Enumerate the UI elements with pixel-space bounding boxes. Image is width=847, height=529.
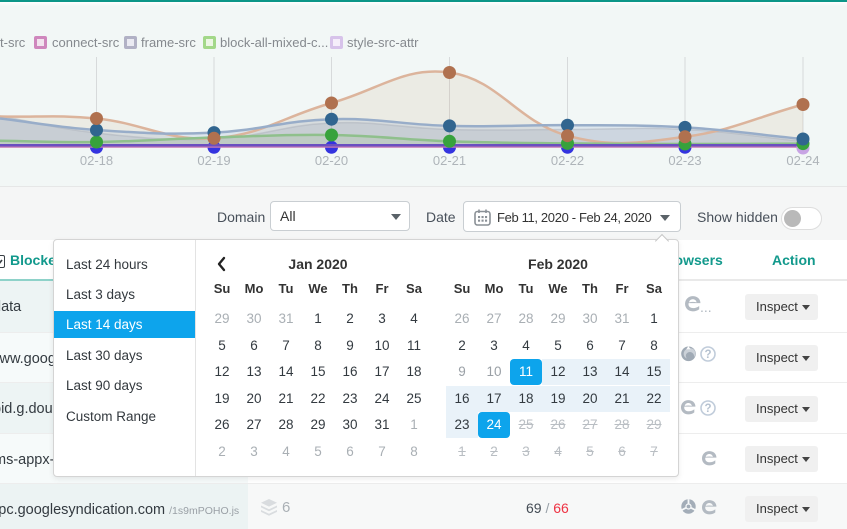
svg-text:02-20: 02-20 (315, 153, 348, 168)
svg-text:02-18: 02-18 (80, 153, 113, 168)
svg-text:?: ? (704, 403, 711, 415)
svg-text:...: ... (700, 299, 712, 315)
svg-text:02-19: 02-19 (197, 153, 230, 168)
svg-text:02-24: 02-24 (786, 153, 819, 168)
svg-text:02-21: 02-21 (433, 153, 466, 168)
svg-text:?: ? (704, 349, 711, 361)
svg-text:02-22: 02-22 (551, 153, 584, 168)
svg-text:02-23: 02-23 (668, 153, 701, 168)
